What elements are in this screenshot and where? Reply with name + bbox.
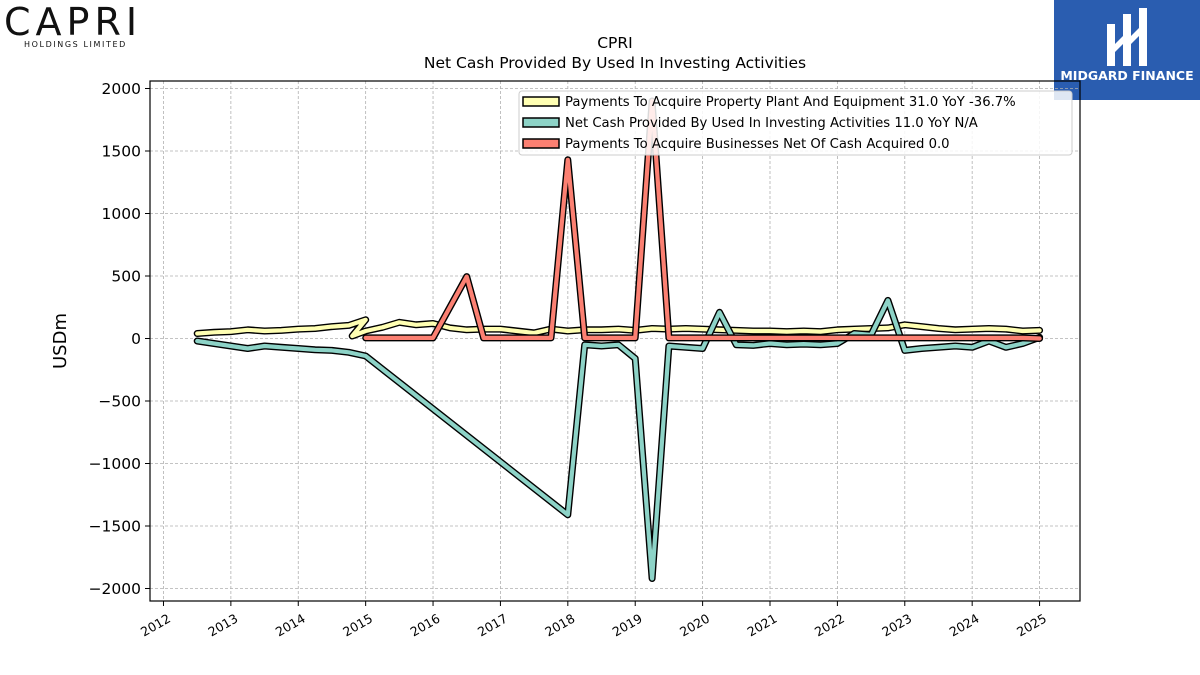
- brand-badge: MIDGARD FINANCE: [1054, 0, 1200, 100]
- brand-mark-icon: [1107, 8, 1147, 66]
- plot-frame: [149, 80, 1081, 602]
- x-tick-label: 2018: [542, 611, 577, 640]
- x-tick-label: 2017: [475, 611, 510, 640]
- y-tick-label: 1000: [102, 205, 141, 223]
- x-tick-label: 2019: [610, 611, 645, 640]
- x-tick-label: 2013: [205, 611, 240, 640]
- legend-swatch: [522, 117, 560, 128]
- chart-title: CPRI: [597, 34, 633, 52]
- x-tick-label: 2021: [744, 611, 779, 640]
- x-tick-label: 2024: [947, 611, 982, 640]
- legend-label: Net Cash Provided By Used In Investing A…: [565, 116, 978, 131]
- x-tick-label: 2020: [677, 611, 712, 640]
- brand-name: MIDGARD FINANCE: [1060, 68, 1194, 83]
- x-tick-label: 2015: [340, 611, 375, 640]
- company-logo-subtext: HOLDINGS LIMITED: [24, 40, 127, 49]
- series-line-2: [193, 296, 1044, 582]
- legend-swatch: [522, 96, 560, 107]
- series-outline: [193, 296, 1044, 582]
- y-axis-label: USDm: [50, 313, 71, 369]
- x-tick-label: 2025: [1014, 611, 1049, 640]
- x-tick-label: 2016: [407, 611, 442, 640]
- series-line-1: [193, 316, 1044, 340]
- legend-box: [518, 90, 1073, 156]
- y-tick-label: −2000: [89, 580, 141, 598]
- company-logo-wordmark: CAPRI: [4, 0, 143, 44]
- x-tick-label: 2014: [273, 611, 308, 640]
- x-tick-label: 2012: [138, 611, 173, 640]
- y-tick-label: 1500: [102, 143, 141, 161]
- company-logo: CAPRI HOLDINGS LIMITED: [0, 0, 160, 56]
- x-tick-label: 2022: [812, 611, 847, 640]
- legend-label: Payments To Acquire Property Plant And E…: [565, 95, 1016, 110]
- chart-subtitle: Net Cash Provided By Used In Investing A…: [424, 54, 806, 72]
- y-tick-label: 500: [111, 268, 141, 286]
- y-tick-label: −1000: [89, 455, 141, 473]
- series-core: [363, 98, 1042, 341]
- x-tick-label: 2023: [879, 611, 914, 640]
- legend-swatch: [522, 138, 560, 149]
- series-group: [193, 97, 1044, 582]
- y-tick-label: 2000: [102, 80, 141, 98]
- legend: Payments To Acquire Property Plant And E…: [518, 90, 1073, 156]
- series-line-3: [362, 97, 1044, 342]
- series-core: [195, 298, 1042, 581]
- legend-label: Payments To Acquire Businesses Net Of Ca…: [565, 137, 950, 152]
- y-tick-label: −1500: [89, 518, 141, 536]
- y-tick-label: 0: [131, 330, 141, 348]
- y-tick-label: −500: [98, 393, 141, 411]
